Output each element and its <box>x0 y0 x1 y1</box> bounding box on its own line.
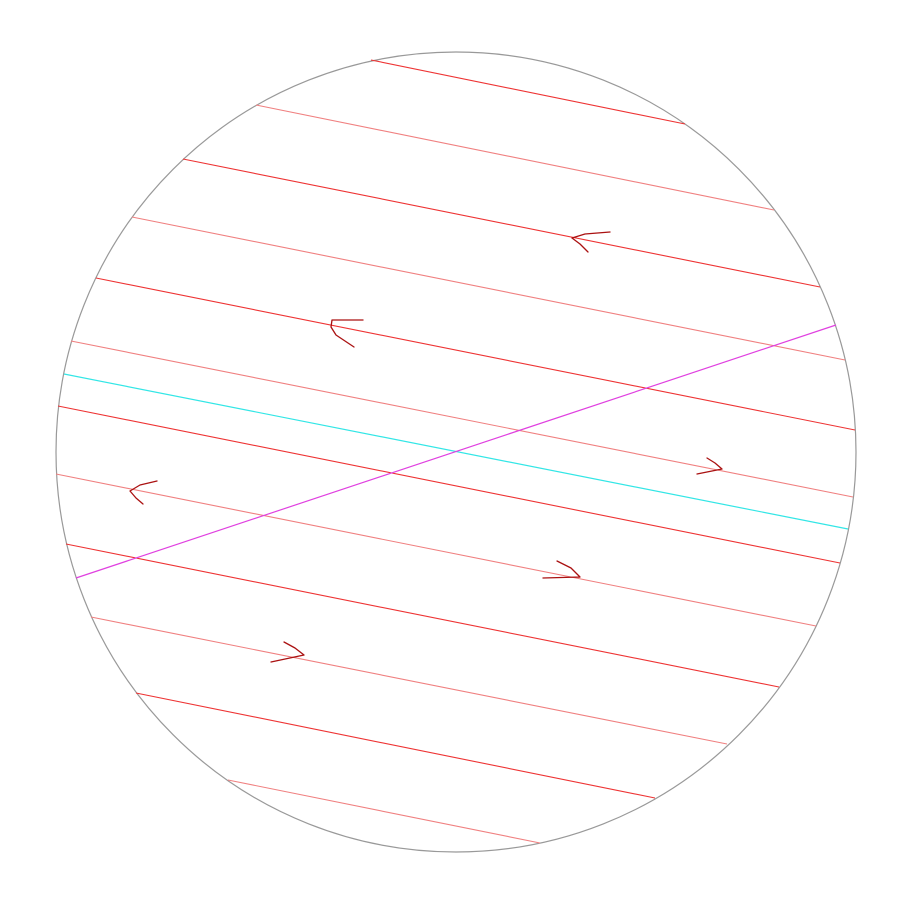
field-line <box>70 340 854 498</box>
arrow-left-icon <box>571 231 611 253</box>
field-lines-group <box>55 59 856 844</box>
field-line <box>370 59 686 125</box>
arrows-group <box>129 231 723 663</box>
arrow-right-icon <box>542 560 581 579</box>
arrow-left-icon <box>330 319 364 348</box>
field-line <box>255 104 775 211</box>
field-line <box>90 616 728 745</box>
field-line <box>135 692 656 799</box>
field-line <box>131 216 846 361</box>
field-line <box>182 158 821 288</box>
field-line <box>55 473 817 627</box>
field-line <box>57 405 841 564</box>
field-line <box>95 277 856 431</box>
field-line <box>227 779 541 844</box>
transversal-line <box>75 324 837 579</box>
arrow-left-icon <box>129 480 158 505</box>
arrow-right-icon <box>696 457 723 475</box>
arrow-right-icon <box>270 641 305 663</box>
field-line <box>65 543 780 688</box>
disk-boundary <box>55 51 857 853</box>
